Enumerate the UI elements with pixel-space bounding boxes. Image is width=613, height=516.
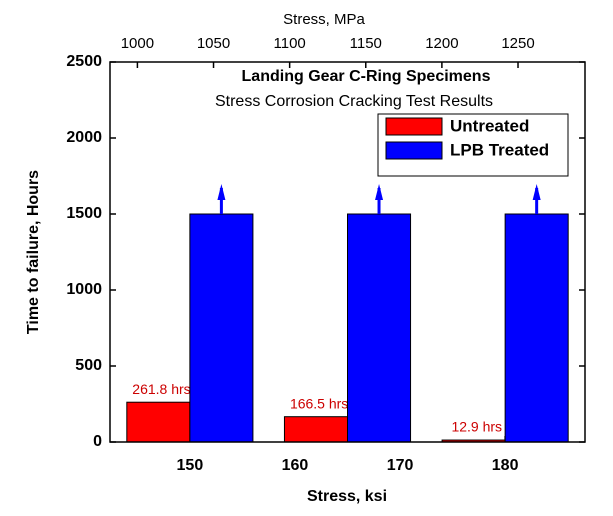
x-tick-label: 180 (492, 457, 519, 474)
legend-label: Untreated (450, 116, 529, 135)
x-axis-label: Stress, ksi (307, 488, 387, 505)
legend-label: LPB Treated (450, 140, 549, 159)
x2-axis-label: Stress, MPa (283, 11, 365, 28)
value-label: 166.5 hrs (290, 395, 348, 411)
x-tick-label: 170 (387, 457, 414, 474)
y-tick-label: 1000 (66, 281, 102, 298)
runout-arrowhead (532, 184, 541, 200)
x2-tick-label: 1250 (501, 35, 534, 52)
legend-swatch (385, 141, 443, 160)
value-label: 261.8 hrs (132, 381, 190, 397)
plot-frame (109, 61, 586, 443)
x2-tick-label: 1200 (425, 35, 458, 52)
y-tick-label: 0 (93, 433, 102, 450)
chart-subtitle: Stress Corrosion Cracking Test Results (215, 93, 493, 110)
y-tick-label: 500 (75, 357, 102, 374)
y-tick-label: 1500 (66, 205, 102, 222)
bar (347, 213, 412, 443)
x2-tick-label: 1100 (274, 35, 306, 52)
x-tick-label: 160 (282, 457, 309, 474)
y-tick-label: 2000 (66, 129, 102, 146)
x2-tick-label: 1150 (350, 35, 382, 52)
x2-tick-label: 1000 (121, 35, 154, 52)
value-label: 12.9 hrs (451, 419, 502, 435)
bar (504, 213, 569, 443)
bar (283, 416, 348, 443)
legend-swatch (385, 117, 443, 136)
runout-arrowhead (217, 184, 226, 200)
runout-arrowhead (375, 184, 384, 200)
x2-tick-label: 1050 (197, 35, 230, 52)
bar (126, 401, 191, 443)
bar (189, 213, 254, 443)
y-tick-label: 2500 (66, 53, 102, 70)
x-tick-label: 150 (177, 457, 204, 474)
y-axis-label: Time to failure, Hours (25, 170, 42, 334)
chart-title: Landing Gear C-Ring Specimens (242, 68, 491, 85)
